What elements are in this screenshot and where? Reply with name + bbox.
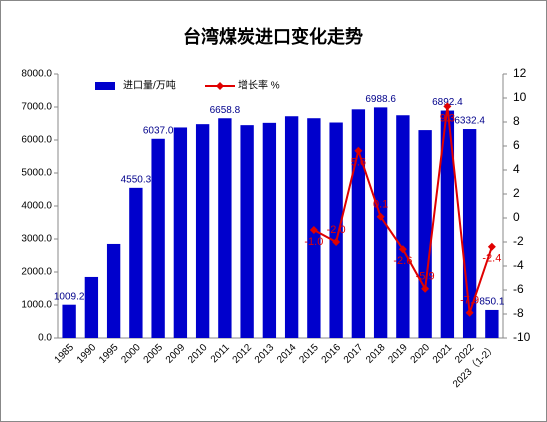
y-tick-label: 1000.0 xyxy=(21,300,52,311)
bar xyxy=(329,122,343,338)
data-label: -2.0 xyxy=(327,224,346,236)
marker xyxy=(376,212,385,221)
data-label: -7.9 xyxy=(460,295,479,307)
y-tick-label: 6000.0 xyxy=(21,135,52,146)
data-label: 6332.4 xyxy=(454,116,485,127)
bar xyxy=(485,309,499,338)
bar xyxy=(262,122,277,338)
legend-label: 进口量/万吨 xyxy=(123,79,176,92)
data-label: 6658.8 xyxy=(210,105,241,116)
legend-swatch xyxy=(216,82,224,90)
marker xyxy=(465,308,474,317)
marker xyxy=(443,102,452,111)
y-tick-label: 2000.0 xyxy=(21,267,52,278)
marker xyxy=(398,245,407,254)
data-label: 850.1 xyxy=(479,297,504,308)
bar xyxy=(351,109,366,338)
bar xyxy=(440,110,455,338)
data-label: 0.1 xyxy=(373,199,388,211)
y2-tick-label: -4 xyxy=(513,258,524,272)
y-tick-label: 8000.0 xyxy=(21,69,52,80)
y2-tick-label: -2 xyxy=(513,234,524,248)
y-tick-label: 0.0 xyxy=(38,333,52,344)
y2-tick-label: 6 xyxy=(513,138,520,152)
data-label: -2.4 xyxy=(482,253,501,265)
legend-label: 增长率 % xyxy=(238,79,280,92)
bar xyxy=(62,304,76,338)
marker xyxy=(332,238,341,246)
y2-tick-label: 0 xyxy=(513,210,520,224)
data-label: 5.6 xyxy=(351,157,366,169)
marker xyxy=(421,284,430,293)
y2-tick-label: -10 xyxy=(513,330,531,344)
data-label: -1.0 xyxy=(304,236,323,248)
legend-swatch xyxy=(95,82,115,90)
y-tick-label: 5000.0 xyxy=(21,168,52,179)
bar xyxy=(195,124,210,338)
bar xyxy=(129,187,143,338)
y2-tick-label: 2 xyxy=(513,186,520,200)
marker xyxy=(354,146,363,155)
data-label: -5.9 xyxy=(416,271,435,283)
data-label: 4550.3 xyxy=(121,174,152,185)
bar xyxy=(151,138,165,338)
bar xyxy=(173,127,188,339)
y-tick-label: 4000.0 xyxy=(21,201,52,212)
marker xyxy=(487,242,496,251)
data-label: 9.3 xyxy=(440,112,455,124)
y-tick-label: 3000.0 xyxy=(21,234,52,245)
marker xyxy=(309,226,318,234)
y2-tick-label: 4 xyxy=(513,162,520,176)
data-label: -2.6 xyxy=(393,255,412,267)
y2-tick-label: 8 xyxy=(513,114,520,128)
data-label: 1009.2 xyxy=(54,291,85,302)
bar xyxy=(418,130,432,338)
bar xyxy=(373,107,388,339)
y2-tick-label: 10 xyxy=(513,90,527,104)
y-tick-label: 7000.0 xyxy=(21,102,52,113)
y2-tick-label: -6 xyxy=(513,282,524,296)
chart-title: 台湾煤炭进口变化走势 xyxy=(183,26,363,48)
bar xyxy=(106,243,121,338)
data-label: 6037.0 xyxy=(143,125,174,136)
y2-tick-label: -8 xyxy=(513,306,524,320)
y2-tick-label: 12 xyxy=(513,66,527,80)
bar xyxy=(284,116,299,339)
data-label: 6988.6 xyxy=(365,94,396,105)
bar xyxy=(396,115,410,338)
bar xyxy=(84,276,99,338)
bar xyxy=(218,118,232,338)
bar xyxy=(240,125,254,339)
